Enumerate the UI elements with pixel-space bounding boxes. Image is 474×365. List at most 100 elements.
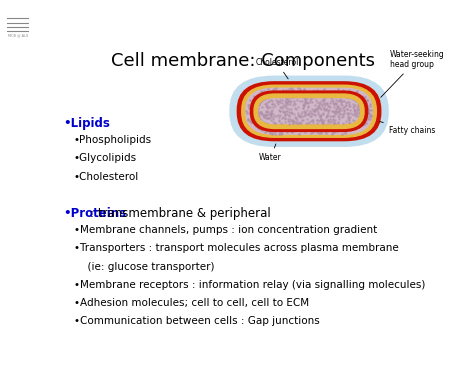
Point <box>280 99 287 104</box>
Point <box>281 111 289 116</box>
Point <box>262 115 270 121</box>
Point <box>291 101 299 107</box>
Point <box>317 104 325 110</box>
Point <box>314 97 321 103</box>
Point <box>306 108 314 114</box>
Point <box>345 119 353 125</box>
Point <box>332 111 339 116</box>
Point <box>352 95 360 101</box>
Point <box>321 113 328 119</box>
Point <box>301 87 308 93</box>
Point <box>307 121 314 127</box>
Point <box>341 110 349 116</box>
Point <box>250 96 257 102</box>
Point <box>248 119 255 124</box>
Point <box>283 96 290 102</box>
Point <box>294 111 302 116</box>
Point <box>360 105 368 111</box>
Point <box>322 106 329 112</box>
Point <box>274 110 282 116</box>
Point <box>250 97 257 103</box>
Point <box>283 123 290 129</box>
Point <box>357 115 365 121</box>
Point <box>277 106 285 112</box>
Point <box>343 110 351 116</box>
Point <box>292 126 300 131</box>
Point <box>292 119 300 125</box>
Point <box>292 115 300 121</box>
Point <box>346 115 354 121</box>
Point <box>352 109 360 115</box>
Point <box>321 101 328 107</box>
Point <box>362 110 370 116</box>
Point <box>349 97 356 103</box>
Point <box>273 114 280 119</box>
Point <box>336 97 343 103</box>
Point <box>324 118 332 123</box>
Point <box>339 125 346 131</box>
Point <box>256 90 264 96</box>
Point <box>310 92 318 98</box>
Point <box>325 119 333 125</box>
Point <box>340 92 347 98</box>
Point <box>288 109 295 115</box>
Point <box>282 112 289 118</box>
Point <box>322 120 330 126</box>
Point <box>295 120 302 126</box>
Point <box>277 104 284 110</box>
Point <box>264 111 271 117</box>
Point <box>341 103 348 108</box>
Point <box>312 105 319 111</box>
Point <box>261 114 269 120</box>
Point <box>267 100 275 106</box>
Point <box>345 101 353 107</box>
Point <box>301 112 309 118</box>
Point <box>359 120 366 126</box>
Point <box>279 114 287 120</box>
Point <box>245 104 252 110</box>
Point <box>354 110 361 115</box>
Point <box>259 92 267 98</box>
Point <box>262 89 270 95</box>
Point <box>274 92 282 98</box>
Point <box>283 96 291 102</box>
Point <box>336 111 343 116</box>
Point <box>284 118 292 123</box>
Point <box>261 129 268 135</box>
Point <box>258 113 265 119</box>
Point <box>294 126 302 132</box>
Point <box>314 120 321 126</box>
Point <box>311 103 319 108</box>
Point <box>285 103 293 108</box>
Point <box>293 117 301 123</box>
Point <box>306 99 314 105</box>
Point <box>296 97 303 103</box>
Point <box>315 103 323 109</box>
Point <box>332 101 340 107</box>
Point <box>307 100 314 105</box>
Point <box>290 103 297 108</box>
Point <box>303 102 310 108</box>
Point <box>264 123 272 129</box>
Point <box>250 94 257 100</box>
Point <box>318 107 325 112</box>
Point <box>319 101 326 107</box>
Point <box>267 108 274 114</box>
Point <box>313 105 320 111</box>
Point <box>346 103 353 109</box>
Point <box>253 109 261 115</box>
Point <box>274 101 282 107</box>
Point <box>330 125 338 131</box>
Point <box>264 105 272 111</box>
Point <box>299 126 307 132</box>
Point <box>279 96 287 101</box>
Point <box>253 115 261 120</box>
Point <box>310 111 318 117</box>
Point <box>360 94 368 100</box>
Point <box>305 111 312 117</box>
Point <box>338 105 346 111</box>
Point <box>310 122 318 128</box>
Point <box>343 108 351 114</box>
Point <box>330 113 337 119</box>
Point <box>352 112 360 118</box>
